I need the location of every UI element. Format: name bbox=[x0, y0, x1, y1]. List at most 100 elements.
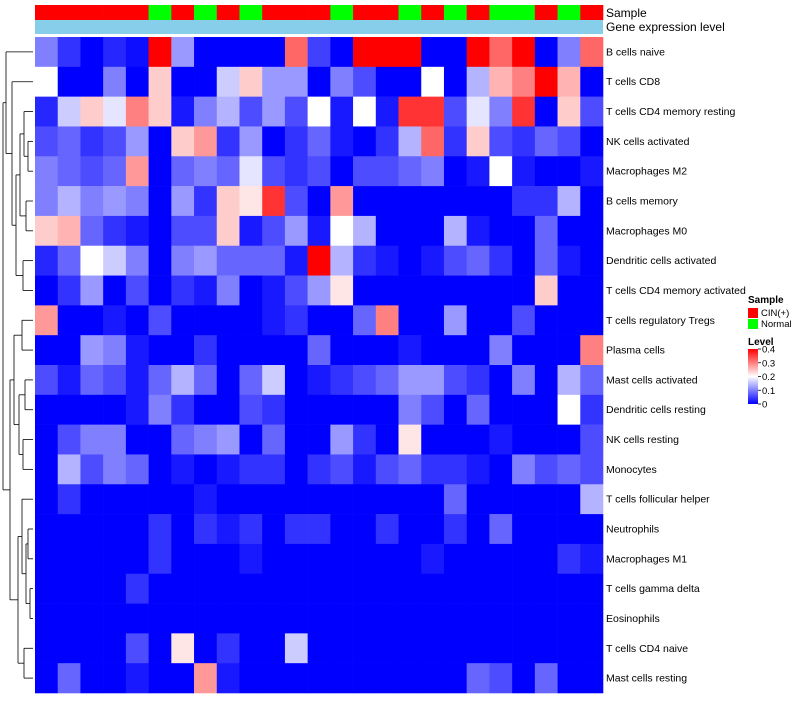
heatmap-cell bbox=[35, 245, 59, 276]
heatmap-cell bbox=[57, 66, 81, 97]
heatmap-cell bbox=[466, 275, 490, 306]
heatmap-cell bbox=[171, 156, 195, 187]
heatmap-cell bbox=[80, 66, 104, 97]
heatmap-cell bbox=[489, 663, 513, 694]
heatmap-cell bbox=[216, 633, 240, 664]
heatmap-cell bbox=[580, 454, 604, 485]
heatmap-cell bbox=[489, 275, 513, 306]
heatmap-cell bbox=[284, 603, 308, 634]
heatmap-cell bbox=[375, 215, 399, 247]
heatmap-cell bbox=[284, 663, 308, 694]
row-label: Dendritic cells resting bbox=[606, 404, 706, 416]
heatmap-cell bbox=[421, 66, 445, 97]
heatmap-cell bbox=[239, 663, 263, 694]
heatmap-cell bbox=[330, 275, 354, 306]
heatmap-cell bbox=[194, 424, 218, 455]
heatmap-cell bbox=[534, 394, 558, 425]
heatmap-cell bbox=[103, 573, 127, 604]
heatmap-cell bbox=[148, 156, 172, 187]
heatmap-cell bbox=[148, 394, 172, 425]
heatmap-cell bbox=[171, 275, 195, 306]
heatmap-cell bbox=[148, 66, 172, 97]
heatmap-cell bbox=[398, 514, 422, 545]
heatmap-cell bbox=[489, 394, 513, 425]
heatmap-cell bbox=[239, 573, 263, 604]
heatmap-cell bbox=[125, 543, 149, 575]
heatmap-cell bbox=[57, 514, 81, 545]
heatmap-cell bbox=[103, 514, 127, 545]
heatmap-cell bbox=[443, 424, 467, 455]
heatmap-cell bbox=[580, 484, 604, 515]
heatmap-cell bbox=[103, 454, 127, 485]
heatmap-cell bbox=[194, 305, 218, 336]
heatmap-cell bbox=[580, 603, 604, 634]
legend-label-normal: Normal bbox=[761, 319, 792, 330]
heatmap-cell bbox=[103, 394, 127, 425]
heatmap-cell bbox=[489, 186, 513, 217]
heatmap-cell bbox=[580, 424, 604, 455]
sample-annotation-cell bbox=[580, 5, 604, 20]
row-label: T cells CD8 bbox=[606, 76, 660, 88]
heatmap-cell bbox=[148, 305, 172, 336]
heatmap-cell bbox=[103, 126, 127, 157]
sample-annotation-cell bbox=[80, 5, 104, 20]
heatmap-cell bbox=[284, 484, 308, 515]
heatmap-cell bbox=[239, 514, 263, 545]
level-tick-label: 0.1 bbox=[762, 386, 775, 397]
heatmap-cell bbox=[239, 454, 263, 485]
sample-annotation-cell bbox=[148, 5, 172, 20]
heatmap-cell bbox=[80, 573, 104, 604]
heatmap-cell bbox=[284, 454, 308, 485]
heatmap-cell bbox=[35, 335, 59, 366]
heatmap-cell bbox=[262, 186, 286, 217]
heatmap-cell bbox=[466, 543, 490, 575]
heatmap-cell bbox=[216, 66, 240, 97]
heatmap-cell bbox=[421, 543, 445, 575]
heatmap-cell bbox=[443, 156, 467, 187]
heatmap-cell bbox=[512, 96, 536, 127]
heatmap-cell bbox=[171, 394, 195, 425]
heatmap-cell bbox=[262, 424, 286, 455]
heatmap-cell bbox=[148, 365, 172, 396]
heatmap-cell bbox=[57, 484, 81, 515]
heatmap-cell bbox=[148, 215, 172, 247]
heatmap-cell bbox=[307, 275, 331, 306]
heatmap-cell bbox=[489, 573, 513, 604]
heatmap-cell bbox=[534, 66, 558, 97]
heatmap-cell bbox=[421, 424, 445, 455]
heatmap-cell bbox=[262, 305, 286, 336]
heatmap-cell bbox=[330, 37, 354, 68]
heatmap-cell bbox=[330, 186, 354, 217]
heatmap-cell bbox=[35, 514, 59, 545]
heatmap-cell bbox=[307, 573, 331, 604]
heatmap-cell bbox=[57, 126, 81, 157]
heatmap-cell bbox=[398, 543, 422, 575]
heatmap-cell bbox=[307, 424, 331, 455]
heatmap-cell bbox=[171, 96, 195, 127]
heatmap-cell bbox=[443, 603, 467, 634]
heatmap-cell bbox=[557, 633, 581, 664]
heatmap-cell bbox=[148, 275, 172, 306]
level-tick-label: 0 bbox=[762, 400, 767, 411]
row-label: T cells regulatory Tregs bbox=[606, 315, 715, 327]
heatmap-cell bbox=[262, 126, 286, 157]
sample-annotation-cell bbox=[534, 5, 558, 20]
heatmap-cell bbox=[171, 663, 195, 694]
heatmap-cell bbox=[307, 66, 331, 97]
heatmap-cell bbox=[557, 275, 581, 306]
heatmap-cell bbox=[216, 335, 240, 366]
heatmap-cell bbox=[421, 514, 445, 545]
heatmap-cell bbox=[171, 603, 195, 634]
heatmap-cell bbox=[194, 394, 218, 425]
heatmap-cell bbox=[330, 365, 354, 396]
heatmap-cell bbox=[307, 126, 331, 157]
heatmap-cell bbox=[330, 305, 354, 336]
heatmap-cell bbox=[194, 275, 218, 306]
heatmap-cell bbox=[35, 394, 59, 425]
heatmap-cell bbox=[35, 573, 59, 604]
heatmap-cell bbox=[148, 96, 172, 127]
heatmap-cell bbox=[80, 186, 104, 217]
row-label: T cells gamma delta bbox=[606, 583, 700, 595]
heatmap-cell bbox=[489, 424, 513, 455]
heatmap-cell bbox=[443, 335, 467, 366]
